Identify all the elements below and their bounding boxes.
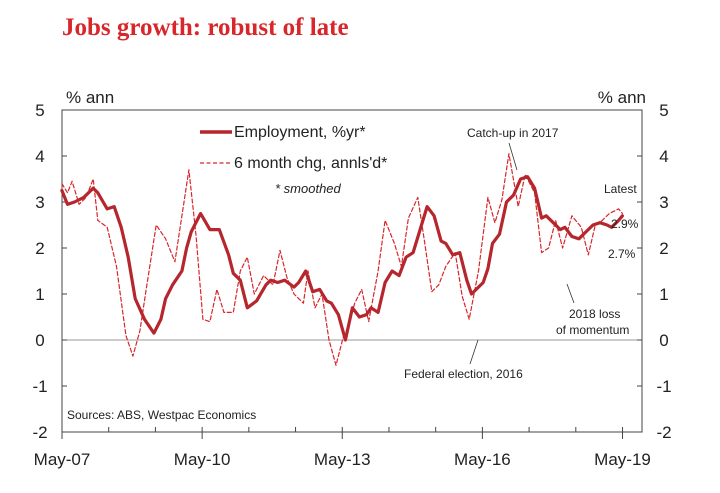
annotation-catchup-leader: [508, 142, 518, 171]
sources-note: Sources: ABS, Westpac Economics: [67, 408, 256, 422]
annotation-latest-value-1: 2.9%: [611, 217, 639, 231]
right-y-tick-label: 0: [659, 331, 668, 350]
plot-area-frame: [61, 109, 643, 433]
x-tick-label: May-16: [454, 450, 511, 469]
left-y-tick-label: 1: [35, 285, 44, 304]
annotation-election-leader: [469, 339, 479, 365]
series-employment-line: [60, 175, 625, 342]
annotation-election: Federal election, 2016: [404, 367, 523, 381]
x-tick-label: May-07: [34, 450, 91, 469]
x-tick-label: May-13: [314, 450, 371, 469]
annotation-latest: Latest: [604, 182, 637, 196]
annotation-latest-value-2: 2.7%: [608, 247, 636, 261]
left-y-tick-label: -1: [32, 377, 47, 396]
right-y-tick-label: 3: [659, 193, 668, 212]
legend-6month-label: 6 month chg, annls'd*: [234, 155, 387, 172]
x-tick-label: May-19: [594, 450, 651, 469]
legend-employment-label: Employment, %yr*: [234, 124, 366, 141]
left-y-tick-label: 4: [35, 147, 44, 166]
annotation-loss-line2: of momentum: [556, 323, 629, 337]
right-unit-label: % ann: [598, 88, 646, 107]
annotation-loss-leader: [566, 283, 575, 304]
right-y-tick-label: 4: [659, 147, 668, 166]
right-y-tick-label: 1: [659, 285, 668, 304]
right-y-tick-label: 5: [659, 101, 668, 120]
left-y-tick-label: 0: [35, 331, 44, 350]
left-y-tick-label: -2: [32, 423, 47, 442]
right-y-tick-label: 2: [659, 239, 668, 258]
left-y-tick-label: 3: [35, 193, 44, 212]
left-y-tick-label: 5: [35, 101, 44, 120]
series-6month-line: [61, 153, 624, 366]
x-tick-label: May-10: [174, 450, 231, 469]
right-y-tick-label: -2: [656, 423, 671, 442]
left-unit-label: % ann: [66, 88, 114, 107]
legend-smoothed-note: * smoothed: [275, 181, 342, 196]
annotation-loss-line1: 2018 loss: [569, 307, 620, 321]
right-y-tick-label: -1: [656, 377, 671, 396]
left-y-tick-label: 2: [35, 239, 44, 258]
chart-title: Jobs growth: robust of late: [62, 14, 349, 41]
annotation-catchup: Catch-up in 2017: [467, 126, 559, 140]
